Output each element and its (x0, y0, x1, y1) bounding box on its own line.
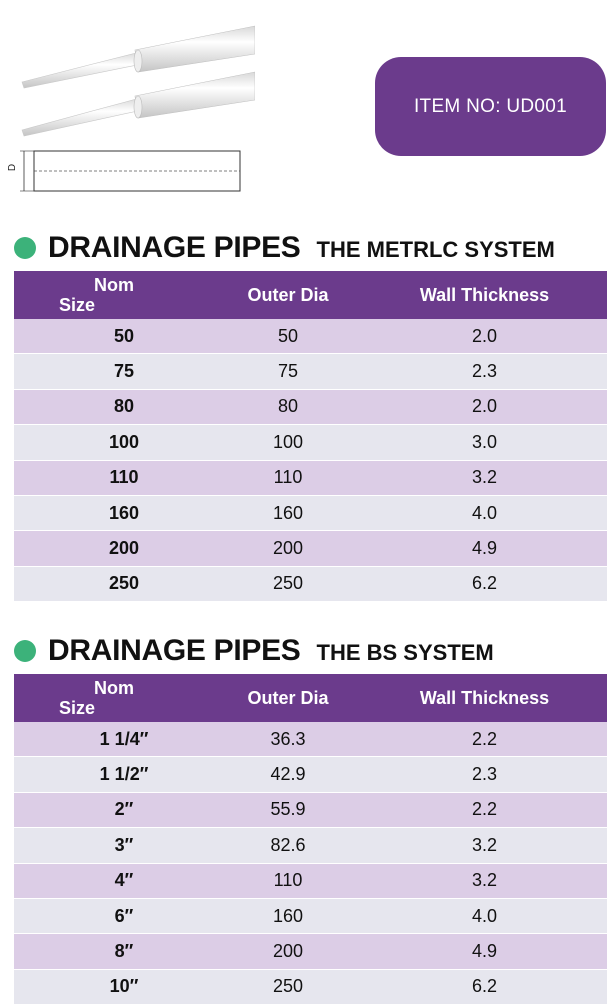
wall-thickness-cell: 3.0 (362, 424, 607, 461)
nom-size-header: Nom Size (14, 271, 214, 319)
metric-section-title: DRAINAGE PIPES THE METRLC SYSTEM (12, 228, 555, 268)
outer-dia-cell: 250 (214, 969, 362, 1005)
nom-size-cell: 1 1/2″ (14, 756, 214, 793)
nom-header-line2: Size (59, 295, 96, 315)
nom-size-header: Nom Size (14, 674, 214, 722)
table-row: 100 100 3.0 (14, 424, 607, 461)
outer-dia-cell: 200 (214, 530, 362, 567)
nom-size-cell: 250 (14, 566, 214, 603)
table-row: 160 160 4.0 (14, 495, 607, 532)
nom-size-cell: 8″ (14, 933, 214, 970)
nom-header-line1: Nom (94, 678, 134, 698)
table-row: 1 1/4″ 36.3 2.2 (14, 722, 607, 758)
metric-header-row: Nom Size Outer Dia Wall Thickness (14, 271, 607, 319)
outer-dia-cell: 50 (214, 319, 362, 355)
metric-title: DRAINAGE PIPES (48, 231, 301, 264)
table-row: 8″ 200 4.9 (14, 933, 607, 970)
wall-thickness-cell: 4.0 (362, 495, 607, 532)
item-number-badge: ITEM NO: UD001 (375, 57, 606, 156)
outer-dia-header: Outer Dia (214, 674, 362, 722)
nom-size-cell: 6″ (14, 898, 214, 935)
nom-size-cell: 3″ (14, 827, 214, 864)
pipes-illustration (20, 25, 255, 192)
table-row: 10″ 250 6.2 (14, 969, 607, 1005)
pipe-upper (21, 25, 255, 89)
table-row: 75 75 2.3 (14, 353, 607, 390)
outer-dia-cell: 80 (214, 389, 362, 426)
table-row: 6″ 160 4.0 (14, 898, 607, 935)
table-row: 110 110 3.2 (14, 460, 607, 496)
item-number-label: ITEM NO: UD001 (413, 95, 568, 117)
outer-dia-cell: 75 (214, 353, 362, 390)
nom-size-cell: 50 (14, 319, 214, 355)
wall-thickness-cell: 3.2 (362, 863, 607, 899)
green-bullet-icon (14, 237, 36, 259)
table-row: 3″ 82.6 3.2 (14, 827, 607, 864)
outer-dia-cell: 160 (214, 495, 362, 532)
table-row: 250 250 6.2 (14, 566, 607, 603)
nom-size-cell: 75 (14, 353, 214, 390)
nom-size-cell: 80 (14, 389, 214, 426)
nom-size-cell: 2″ (14, 792, 214, 829)
wall-thickness-cell: 4.0 (362, 898, 607, 935)
dimension-label: D (7, 163, 19, 172)
wall-thickness-cell: 2.2 (362, 722, 607, 758)
wall-thickness-cell: 2.3 (362, 756, 607, 793)
wall-thickness-cell: 2.3 (362, 353, 607, 390)
nom-size-cell: 160 (14, 495, 214, 532)
bs-spec-table: Nom Size Outer Dia Wall Thickness 1 1/4″… (14, 674, 607, 1005)
metric-subtitle: THE METRLC SYSTEM (316, 237, 555, 262)
outer-dia-cell: 100 (214, 424, 362, 461)
wall-thickness-cell: 4.9 (362, 933, 607, 970)
outer-dia-cell: 82.6 (214, 827, 362, 864)
outer-dia-cell: 110 (214, 863, 362, 899)
pipe-dimension-diagram (20, 150, 241, 192)
header-area: D ITEM NO: UD001 (0, 0, 614, 215)
green-bullet-icon (14, 640, 36, 662)
bs-title: DRAINAGE PIPES (48, 634, 301, 667)
outer-dia-cell: 110 (214, 460, 362, 496)
table-row: 80 80 2.0 (14, 389, 607, 426)
wall-thickness-cell: 3.2 (362, 827, 607, 864)
bs-section-title: DRAINAGE PIPES THE BS SYSTEM (12, 631, 494, 671)
nom-size-cell: 4″ (14, 863, 214, 899)
wall-thickness-cell: 2.0 (362, 319, 607, 355)
nom-size-cell: 200 (14, 530, 214, 567)
table-row: 50 50 2.0 (14, 319, 607, 355)
outer-dia-cell: 42.9 (214, 756, 362, 793)
outer-dia-cell: 200 (214, 933, 362, 970)
wall-thickness-header: Wall Thickness (362, 271, 607, 319)
nom-header-line2: Size (59, 698, 96, 718)
table-row: 1 1/2″ 42.9 2.3 (14, 756, 607, 793)
outer-dia-cell: 250 (214, 566, 362, 603)
wall-thickness-header: Wall Thickness (362, 674, 607, 722)
outer-dia-cell: 55.9 (214, 792, 362, 829)
wall-thickness-cell: 3.2 (362, 460, 607, 496)
outer-dia-header: Outer Dia (214, 271, 362, 319)
table-row: 4″ 110 3.2 (14, 863, 607, 899)
nom-header-line1: Nom (94, 275, 134, 295)
wall-thickness-cell: 2.0 (362, 389, 607, 426)
wall-thickness-cell: 2.2 (362, 792, 607, 829)
table-row: 2″ 55.9 2.2 (14, 792, 607, 829)
pipe-lower (21, 71, 255, 137)
nom-size-cell: 10″ (14, 969, 214, 1005)
wall-thickness-cell: 6.2 (362, 566, 607, 603)
nom-size-cell: 100 (14, 424, 214, 461)
metric-spec-table: Nom Size Outer Dia Wall Thickness 50 50 2.… (14, 271, 607, 603)
wall-thickness-cell: 4.9 (362, 530, 607, 567)
table-row: 200 200 4.9 (14, 530, 607, 567)
nom-size-cell: 110 (14, 460, 214, 496)
nom-size-cell: 1 1/4″ (14, 722, 214, 758)
bs-header-row: Nom Size Outer Dia Wall Thickness (14, 674, 607, 722)
wall-thickness-cell: 6.2 (362, 969, 607, 1005)
outer-dia-cell: 160 (214, 898, 362, 935)
outer-dia-cell: 36.3 (214, 722, 362, 758)
bs-subtitle: THE BS SYSTEM (316, 640, 494, 665)
